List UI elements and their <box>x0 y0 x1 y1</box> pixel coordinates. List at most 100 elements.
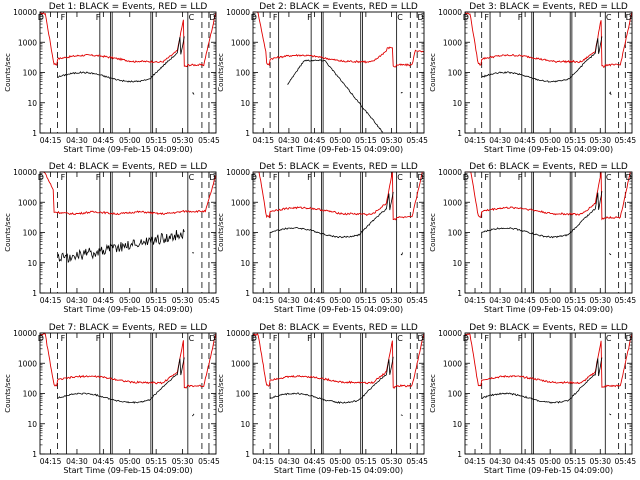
y-tick-label: 1 <box>245 289 250 298</box>
segment-marker-label: C <box>606 334 612 343</box>
x-tick-label: 05:00 <box>119 296 141 305</box>
x-axis-label: Start Time (09-Feb-15 04:09:00) <box>63 466 192 475</box>
y-tick-label: 1 <box>32 450 37 459</box>
events-series-line <box>287 59 403 133</box>
segment-marker-label: F <box>307 13 312 22</box>
y-tick-label: 10 <box>452 99 462 108</box>
y-axis-label: Counts/sec <box>429 213 437 252</box>
y-tick-label: 10000 <box>438 329 462 338</box>
plot-frame <box>464 11 633 134</box>
x-tick-label: 05:00 <box>329 296 351 305</box>
y-axis-label: Counts/sec <box>4 53 12 92</box>
detector-panel-5: Det 5: BLACK = Events, RED = LLD Counts/s… <box>217 162 428 314</box>
x-tick-label: 04:30 <box>66 136 88 145</box>
segment-marker-label: D <box>626 334 632 343</box>
x-tick-label: 05:15 <box>145 136 167 145</box>
y-tick-label: 10 <box>27 420 37 429</box>
x-tick-label: 04:45 <box>514 296 536 305</box>
segment-marker-label: D <box>38 173 44 182</box>
x-tick-label: 05:30 <box>381 136 403 145</box>
segment-marker-label: F <box>61 13 66 22</box>
events-series-line <box>269 356 403 417</box>
detector-panel-4: Det 4: BLACK = Events, RED = LLD Counts/s… <box>4 162 220 314</box>
y-tick-label: 10000 <box>226 329 250 338</box>
y-tick-label: 100 <box>236 69 251 78</box>
events-series-line <box>57 229 195 264</box>
y-axis-label: Counts/sec <box>4 213 12 252</box>
segment-marker-label: F <box>273 13 278 22</box>
x-tick-label: 04:15 <box>40 136 62 145</box>
y-tick-label: 1 <box>32 129 37 138</box>
y-axis-label: Counts/sec <box>429 53 437 92</box>
segment-marker-label: D <box>626 173 632 182</box>
x-tick-label: 04:30 <box>66 457 88 466</box>
x-tick-label: 05:45 <box>198 296 220 305</box>
x-tick-label: 05:00 <box>329 136 351 145</box>
segment-marker-label: D <box>417 334 423 343</box>
segment-marker-label: D <box>209 13 215 22</box>
x-tick-label: 04:30 <box>278 296 300 305</box>
x-tick-label: 05:15 <box>145 457 167 466</box>
plot-frame <box>39 11 217 134</box>
plot-frame <box>252 171 425 294</box>
x-tick-label: 04:15 <box>40 296 62 305</box>
x-tick-label: 04:45 <box>514 136 536 145</box>
y-tick-label: 10 <box>452 259 462 268</box>
segment-marker-label: F <box>273 334 278 343</box>
plot-frame <box>252 11 425 134</box>
y-tick-label: 10000 <box>438 8 462 17</box>
y-tick-label: 1000 <box>443 359 462 368</box>
segment-marker-label: D <box>417 13 423 22</box>
lld-series-line <box>465 171 632 221</box>
segment-marker-label: C <box>189 13 195 22</box>
x-tick-label: 04:15 <box>252 136 274 145</box>
plot-frame <box>252 332 425 455</box>
y-tick-label: 1000 <box>18 38 37 47</box>
segment-marker-label: C <box>397 334 403 343</box>
y-tick-label: 10000 <box>13 168 37 177</box>
lld-series-line <box>252 333 425 389</box>
y-tick-label: 100 <box>448 390 463 399</box>
plot-frame <box>39 171 217 294</box>
segment-marker-label: D <box>38 13 44 22</box>
y-tick-label: 1000 <box>231 359 250 368</box>
y-tick-label: 100 <box>23 229 38 238</box>
y-tick-label: 1000 <box>18 359 37 368</box>
x-tick-label: 05:30 <box>172 457 194 466</box>
y-tick-label: 1 <box>457 450 462 459</box>
x-tick-label: 04:30 <box>489 136 511 145</box>
y-tick-label: 1000 <box>231 198 250 207</box>
events-series-line <box>481 357 612 416</box>
y-tick-label: 1 <box>245 129 250 138</box>
x-tick-label: 05:00 <box>119 457 141 466</box>
x-tick-label: 05:30 <box>589 457 611 466</box>
x-axis-label: Start Time (09-Feb-15 04:09:00) <box>63 145 192 154</box>
y-tick-label: 10000 <box>13 8 37 17</box>
y-tick-label: 10 <box>240 420 250 429</box>
y-axis-label: Counts/sec <box>217 213 225 252</box>
segment-marker-label: D <box>209 173 215 182</box>
y-tick-label: 100 <box>236 229 251 238</box>
x-tick-label: 05:00 <box>329 457 351 466</box>
panel-title: Det 1: BLACK = Events, RED = LLD <box>49 2 208 12</box>
segment-marker-label: C <box>606 173 612 182</box>
y-tick-label: 10 <box>27 99 37 108</box>
x-tick-label: 04:45 <box>93 136 115 145</box>
y-tick-label: 1000 <box>443 198 462 207</box>
lld-series-line <box>464 333 633 388</box>
x-tick-label: 04:30 <box>489 296 511 305</box>
y-axis-label: Counts/sec <box>217 374 225 413</box>
segment-marker-label: F <box>96 13 101 22</box>
y-tick-label: 10 <box>240 99 250 108</box>
panel-title: Det 5: BLACK = Events, RED = LLD <box>259 162 418 172</box>
segment-marker-label: F <box>307 173 312 182</box>
y-tick-label: 10000 <box>226 8 250 17</box>
segment-marker-label: F <box>518 13 523 22</box>
segment-marker-label: F <box>96 334 101 343</box>
plot-frame <box>464 171 633 294</box>
y-tick-label: 1000 <box>18 198 37 207</box>
x-tick-label: 04:15 <box>252 296 274 305</box>
x-tick-label: 05:15 <box>355 296 377 305</box>
y-tick-label: 1 <box>32 289 37 298</box>
events-series-line <box>481 191 612 256</box>
